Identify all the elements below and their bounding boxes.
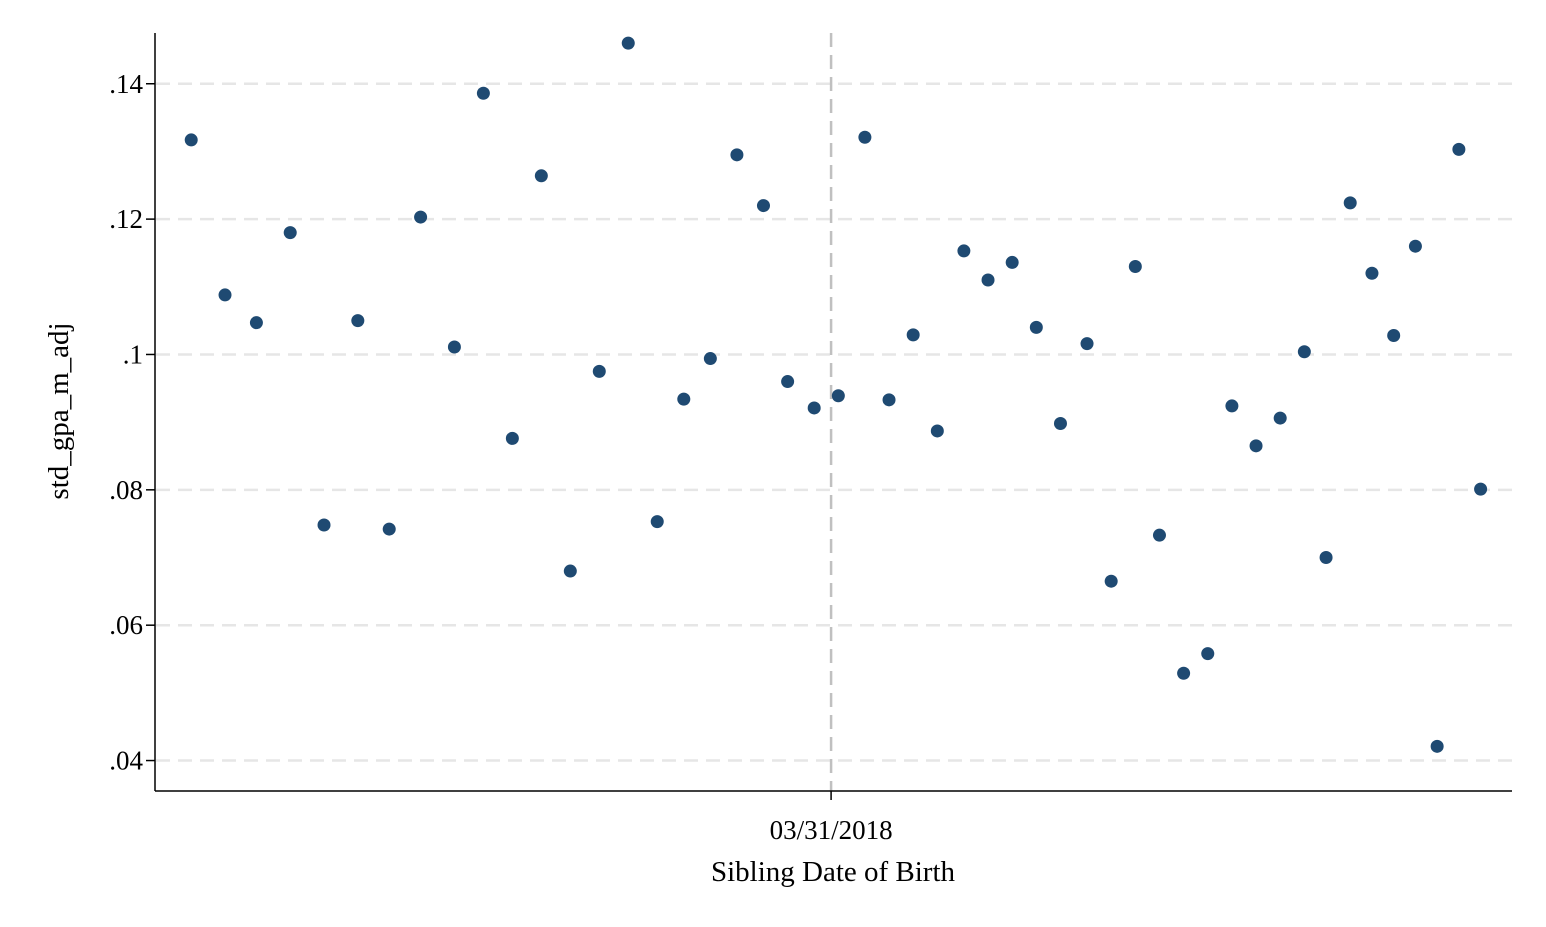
data-point (807, 401, 821, 415)
data-point (1387, 329, 1401, 343)
data-point (447, 340, 461, 354)
data-point (957, 244, 971, 258)
data-point (317, 518, 331, 532)
data-point (476, 86, 490, 100)
data-point (1201, 647, 1215, 661)
data-point (414, 210, 428, 224)
data-point (563, 564, 577, 578)
y-tick-label: .14 (109, 69, 143, 99)
y-tick-label: .12 (109, 204, 143, 234)
data-point (650, 515, 664, 529)
axes (154, 33, 1512, 792)
data-point (1343, 196, 1357, 210)
data-point (1152, 528, 1166, 542)
data-point (249, 316, 263, 330)
data-point (781, 375, 795, 389)
data-point (1005, 255, 1019, 269)
y-tick-label: .04 (109, 746, 143, 776)
data-point (1177, 666, 1191, 680)
data-point (1365, 266, 1379, 280)
data-point (351, 314, 365, 328)
data-point (621, 36, 635, 50)
data-point (858, 130, 872, 144)
data-point (1128, 259, 1142, 273)
y-axis-title: std_gpa_m_adj (43, 322, 75, 499)
data-point (1430, 739, 1444, 753)
data-point (1319, 551, 1333, 565)
data-point (703, 352, 717, 366)
data-point (1029, 320, 1043, 334)
data-point (981, 273, 995, 287)
data-point (730, 148, 744, 162)
data-point (1053, 417, 1067, 431)
data-point (382, 522, 396, 536)
data-point (283, 226, 297, 240)
y-tick-label: .06 (109, 610, 143, 640)
y-tick-label: .1 (123, 339, 143, 369)
y-ticks: .04 .06 .08 .1 .12 .14 (109, 69, 155, 776)
data-point (534, 169, 548, 183)
data-point (1080, 337, 1094, 351)
data-point (592, 364, 606, 378)
data-point (1297, 345, 1311, 359)
data-point (184, 133, 198, 147)
data-point (677, 392, 691, 406)
data-point (1249, 439, 1263, 453)
data-point (218, 288, 232, 302)
data-point (505, 431, 519, 445)
data-point (1225, 399, 1239, 413)
x-ticks: 03/31/2018 (770, 791, 893, 845)
data-point (1408, 239, 1422, 253)
y-tick-label: .08 (109, 475, 143, 505)
data-point (831, 389, 845, 403)
data-point (1452, 142, 1466, 156)
data-point (930, 424, 944, 438)
data-point (1474, 482, 1488, 496)
data-point (882, 393, 896, 407)
x-tick-label: 03/31/2018 (770, 815, 893, 845)
x-axis-title: Sibling Date of Birth (711, 856, 956, 888)
data-point (1104, 574, 1118, 588)
gridlines (156, 82, 1512, 762)
data-point (756, 199, 770, 213)
data-points (184, 36, 1488, 753)
data-point (1273, 411, 1287, 425)
data-point (906, 328, 920, 342)
